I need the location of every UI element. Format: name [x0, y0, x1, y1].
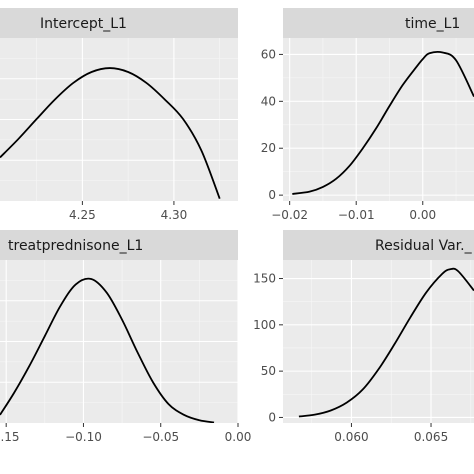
y-tick-label: 20	[261, 141, 276, 155]
y-tick-label: 40	[261, 94, 276, 108]
panel-background	[283, 38, 474, 201]
x-tick-label: −0.01	[338, 208, 375, 222]
x-tick-label: 4.25	[69, 208, 96, 222]
y-tick-label: 0	[268, 410, 276, 424]
x-tick-label: 0.00	[225, 430, 252, 444]
x-tick-label: 0.060	[334, 430, 368, 444]
facet-title: time_L1	[405, 16, 460, 32]
facet-title: Residual Var._	[375, 238, 473, 254]
facet-strip	[283, 8, 474, 38]
density-curve	[298, 267, 474, 418]
facet-strip	[0, 230, 238, 260]
x-tick-label: 0.15	[0, 430, 20, 444]
density-curve	[0, 277, 215, 423]
y-tick-label: 150	[253, 272, 276, 286]
facet-title: treatprednisone_L1	[8, 238, 143, 254]
facet-panel-3: treatprednisone_L1 0.15 −0.10 −0.05 0.00	[0, 230, 251, 444]
x-tick-label: 0.00	[409, 208, 436, 222]
facet-title: Intercept_L1	[40, 16, 127, 32]
y-tick-label: 100	[253, 318, 276, 332]
y-tick-label: 50	[261, 364, 276, 378]
facet-strip	[283, 230, 474, 260]
density-curve	[292, 51, 474, 195]
x-tick-label: 4.30	[161, 208, 188, 222]
facet-panel-1: Intercept_L1 4.25 4.30	[0, 8, 238, 222]
x-tick-label: −0.10	[65, 430, 102, 444]
y-tick-label: 60	[261, 47, 276, 61]
y-tick-label: 0	[268, 188, 276, 202]
x-tick-label: −0.05	[142, 430, 179, 444]
facet-strip	[0, 8, 238, 38]
x-tick-label: 0.065	[414, 430, 448, 444]
x-tick-label: −0.02	[271, 208, 308, 222]
panel-background	[283, 260, 474, 423]
facet-panel-2: time_L1 −0.02 −0.01 0.00 0 20 40 60	[261, 8, 474, 222]
density-curve	[0, 67, 221, 199]
facet-panel-4: Residual Var._ 0.060 0.065 0 50 100 150	[253, 230, 474, 444]
